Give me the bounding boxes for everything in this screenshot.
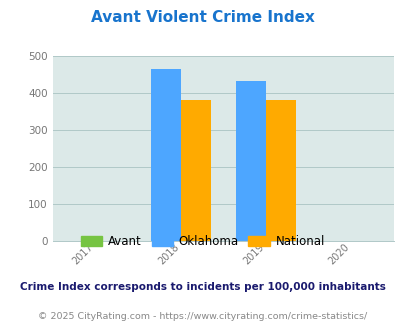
Text: Avant Violent Crime Index: Avant Violent Crime Index xyxy=(91,10,314,25)
Bar xyxy=(150,69,180,241)
Text: © 2025 CityRating.com - https://www.cityrating.com/crime-statistics/: © 2025 CityRating.com - https://www.city… xyxy=(38,312,367,321)
Text: Crime Index corresponds to incidents per 100,000 inhabitants: Crime Index corresponds to incidents per… xyxy=(20,282,385,292)
Bar xyxy=(236,81,265,241)
Bar xyxy=(180,100,210,241)
Bar xyxy=(265,100,295,241)
Legend: Avant, Oklahoma, National: Avant, Oklahoma, National xyxy=(76,231,329,253)
